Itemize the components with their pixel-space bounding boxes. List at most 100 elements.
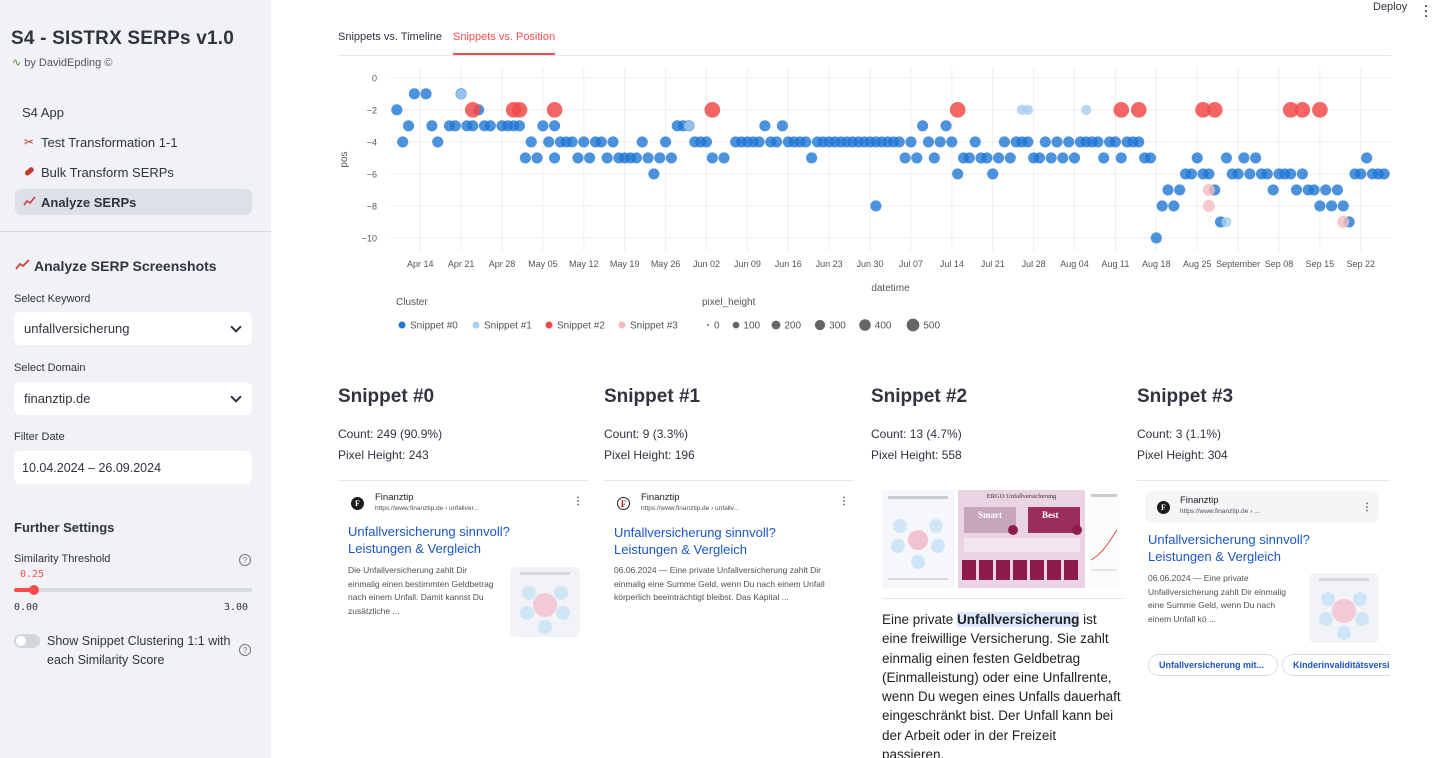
data-point — [1092, 136, 1104, 148]
y-tick-label: −8 — [367, 201, 377, 211]
data-point — [1098, 152, 1110, 164]
data-point — [1308, 184, 1320, 196]
data-point — [917, 120, 929, 132]
data-point — [1051, 136, 1063, 148]
data-point — [1202, 199, 1215, 213]
x-tick-label: Sep 08 — [1265, 259, 1294, 269]
y-tick-label: 0 — [372, 73, 377, 83]
nav-item-analyze-serps[interactable]: Analyze SERPs — [15, 189, 252, 215]
more-options-icon[interactable]: ⋮ — [839, 496, 849, 507]
snippet-count: Count: 249 (90.9%) — [338, 427, 443, 441]
threshold-slider-thumb[interactable] — [29, 585, 39, 595]
x-tick-label: Apr 21 — [448, 259, 475, 269]
highlighted-keyword: Unfallversicherung — [957, 612, 1080, 627]
finanztip-favicon-icon: F — [1157, 501, 1170, 514]
clustering-toggle[interactable] — [14, 634, 40, 648]
data-point — [993, 152, 1005, 164]
data-point — [1133, 136, 1145, 148]
serp-description: 06.06.2024 — Eine private Unfallversiche… — [614, 565, 825, 602]
data-point — [1130, 102, 1147, 118]
data-point — [519, 152, 531, 164]
more-options-icon[interactable]: ⋮ — [1362, 502, 1372, 513]
data-point — [759, 120, 771, 132]
data-point — [408, 88, 420, 100]
data-point — [1033, 152, 1046, 164]
legend-size-marker — [706, 323, 710, 327]
main-menu-icon[interactable]: ... — [1424, 0, 1428, 20]
serp-image-chart — [1089, 490, 1119, 588]
data-point — [420, 88, 432, 100]
tab-bar: Snippets vs. Timeline Snippets vs. Posit… — [338, 30, 1391, 56]
legend-label: Snippet #0 — [410, 321, 458, 332]
threshold-slider-track[interactable] — [14, 588, 252, 592]
data-point — [704, 102, 721, 118]
tab-snippets-timeline[interactable]: Snippets vs. Timeline — [338, 31, 442, 43]
finanztip-favicon-icon: F — [617, 497, 630, 510]
x-tick-label: Aug 04 — [1060, 259, 1089, 269]
data-point — [1203, 168, 1215, 180]
snippet-title: Snippet #0 — [338, 386, 435, 407]
nav-item-s4-app[interactable]: S4 App — [15, 99, 252, 125]
data-point — [1144, 152, 1157, 164]
serp-result-title[interactable]: Unfallversicherung sinnvoll? Leistungen … — [348, 524, 510, 556]
date-input[interactable]: 10.04.2024 – 26.09.2024 — [14, 451, 252, 484]
help-icon[interactable]: ? — [239, 644, 251, 656]
data-point — [928, 152, 940, 164]
snippet-title: Snippet #3 — [1137, 386, 1234, 407]
data-point — [1296, 168, 1308, 180]
data-point — [391, 104, 403, 116]
serp-snippet-card: F Finanztip https://www.finanztip.de › .… — [1137, 480, 1390, 690]
domain-select[interactable]: finanztip.de — [14, 382, 252, 415]
x-tick-label: May 12 — [569, 259, 599, 269]
data-point — [1191, 152, 1203, 164]
data-point — [1355, 168, 1367, 180]
x-tick-label: Jun 30 — [857, 259, 884, 269]
related-chip[interactable]: Kinderinvaliditätsversi... — [1282, 654, 1390, 676]
snippet-pixel-height: Pixel Height: 243 — [338, 448, 429, 462]
data-point — [1220, 152, 1232, 164]
app-title: S4 - SISTRX SERPs v1.0 — [11, 28, 234, 49]
byline: ∿ by DavidEpding © — [12, 56, 112, 70]
nav-item-bulk-transform[interactable]: Bulk Transform SERPs — [15, 159, 252, 185]
x-tick-label: Aug 18 — [1142, 259, 1171, 269]
data-point — [654, 152, 666, 164]
legend-size-marker — [814, 319, 826, 331]
data-point — [601, 152, 613, 164]
data-point — [464, 102, 481, 118]
data-point — [963, 152, 975, 164]
data-point — [905, 136, 917, 148]
related-chip[interactable]: Unfallversicherung mit... — [1148, 654, 1278, 676]
data-point — [1232, 168, 1244, 180]
chart-icon — [22, 195, 36, 210]
threshold-value: 0.25 — [20, 569, 45, 580]
featured-snippet-description: Eine private Unfallversicherung ist eine… — [882, 610, 1122, 758]
keyword-select[interactable]: unfallversicherung — [14, 312, 252, 345]
legend-label: Snippet #3 — [630, 321, 678, 332]
serp-result-title[interactable]: Unfallversicherung sinnvoll? Leistungen … — [614, 525, 776, 557]
data-point — [1331, 184, 1343, 196]
deploy-button[interactable]: Deploy — [1373, 1, 1408, 13]
keyword-label: Select Keyword — [14, 293, 91, 305]
data-point — [1221, 216, 1232, 228]
data-point — [1267, 184, 1279, 196]
data-point — [771, 136, 783, 148]
data-point — [432, 136, 444, 148]
data-point — [1378, 168, 1390, 180]
data-point — [1337, 200, 1349, 212]
image-smart-label: Smart — [964, 507, 1016, 533]
domain-value: finanztip.de — [24, 391, 91, 406]
serp-result-title[interactable]: Unfallversicherung sinnvoll? Leistungen … — [1148, 532, 1310, 564]
y-tick-label: −10 — [362, 233, 377, 243]
desc-text: Eine private — [882, 612, 958, 627]
data-point — [922, 136, 935, 148]
snippet-column: Snippet #1 Count: 9 (3.3%) Pixel Height:… — [604, 386, 854, 466]
nav-item-test-transformation[interactable]: ✂ Test Transformation 1-1 — [15, 129, 252, 155]
date-value: 10.04.2024 – 26.09.2024 — [22, 460, 162, 475]
data-point — [806, 152, 818, 164]
tab-snippets-position[interactable]: Snippets vs. Position — [453, 30, 556, 55]
help-icon[interactable]: ? — [239, 554, 251, 566]
data-point — [940, 120, 952, 132]
more-options-icon[interactable]: ⋮ — [573, 496, 583, 507]
data-point — [683, 120, 695, 131]
x-tick-label: Jul 28 — [1022, 259, 1046, 269]
